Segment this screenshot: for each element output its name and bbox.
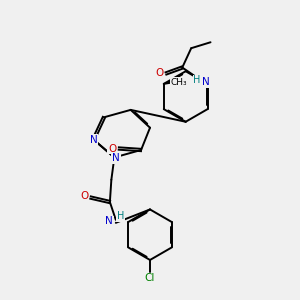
Text: Cl: Cl xyxy=(145,273,155,284)
Text: CH₃: CH₃ xyxy=(170,78,187,87)
Text: N: N xyxy=(202,77,210,87)
Text: O: O xyxy=(108,143,116,154)
Text: N: N xyxy=(105,216,113,226)
Text: O: O xyxy=(80,191,88,201)
Text: H: H xyxy=(194,75,201,85)
Text: O: O xyxy=(155,68,164,79)
Text: N: N xyxy=(112,153,120,163)
Text: H: H xyxy=(117,211,124,221)
Text: N: N xyxy=(90,135,98,145)
